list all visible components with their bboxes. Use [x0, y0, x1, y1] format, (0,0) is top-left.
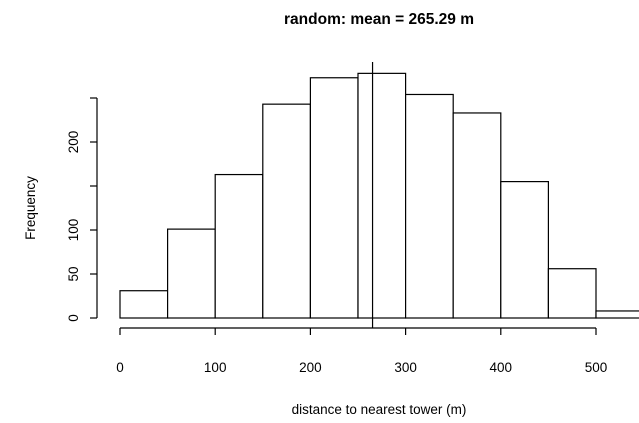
bar-250-300	[357, 72, 407, 319]
bar-200-250	[309, 77, 359, 319]
bar-300-350	[405, 93, 454, 319]
x-tick-label-400: 400	[490, 360, 513, 375]
y-axis-label: Frequency	[23, 176, 38, 240]
x-tick-label-100: 100	[204, 360, 227, 375]
bar-100-150	[214, 173, 264, 319]
bar-350-400	[452, 112, 502, 319]
y-axis: 0 50 100 200	[66, 97, 98, 322]
x-tick-label-200: 200	[299, 360, 322, 375]
bars-group	[119, 72, 639, 319]
y-tick-label-0: 0	[66, 314, 81, 322]
bar-500-550	[595, 310, 639, 319]
x-axis: 0 100 200 300 400 500	[116, 327, 608, 375]
bar-0-50	[119, 290, 169, 319]
x-tick-label-500: 500	[585, 360, 608, 375]
bar-400-450	[500, 181, 549, 319]
y-tick-label-100: 100	[66, 219, 81, 242]
x-tick-label-0: 0	[116, 360, 124, 375]
y-tick-label-200: 200	[66, 131, 81, 154]
bar-450-500	[547, 268, 597, 319]
x-axis-label: distance to nearest tower (m)	[292, 402, 467, 417]
y-tick-label-50: 50	[66, 266, 81, 281]
bar-150-200	[262, 103, 311, 319]
chart-title: random: mean = 265.29 m	[284, 11, 474, 28]
bar-50-100	[167, 228, 216, 319]
x-tick-label-300: 300	[394, 360, 417, 375]
